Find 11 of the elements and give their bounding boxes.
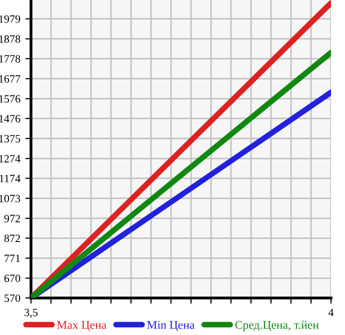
y-tick-label: 771 [4,254,20,262]
x-tick-label: 3,5 [24,308,38,318]
y-tick-label: 570 [4,294,20,302]
x-tick-label: 4 [328,308,334,316]
y-tick-label: 1174 [0,174,20,182]
y-tick-label: 872 [4,234,20,242]
y-tick-label: 972 [4,214,20,222]
y-tick-label: 670 [4,274,20,282]
legend-label: Сред.Цена, т.йен [235,320,319,332]
legend-label: Max Цена [57,321,106,332]
legend-label: Min Цена [147,320,195,332]
